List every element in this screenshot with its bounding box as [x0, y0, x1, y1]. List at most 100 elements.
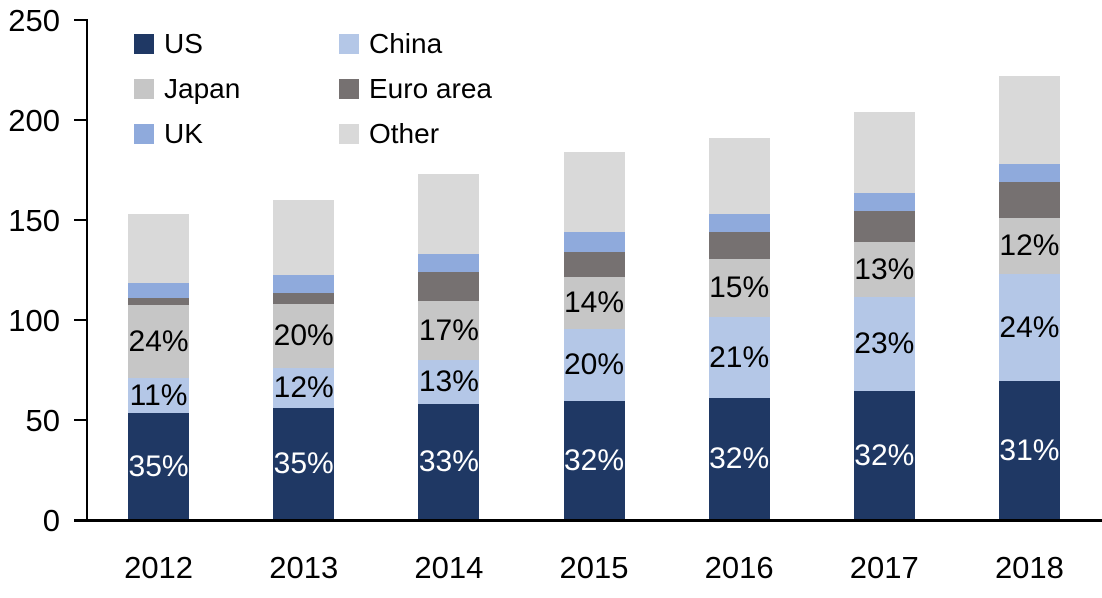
y-axis-tick-label: 150	[8, 203, 60, 238]
segment-label: 35%	[128, 449, 189, 483]
segment-label: 13%	[418, 365, 479, 398]
bar-segment-uk-2013	[273, 275, 335, 293]
x-axis-tick-label: 2013	[269, 550, 339, 585]
legend-swatch	[339, 34, 359, 54]
bar-segment-us-2018	[998, 381, 1060, 520]
legend-swatch	[134, 124, 154, 144]
x-axis-tick-label: 2016	[704, 550, 774, 585]
bar-segment-japan-2018	[998, 218, 1060, 274]
legend-swatch	[134, 79, 154, 99]
bar-segment-other-2016	[708, 138, 770, 214]
bar-segment-china-2013	[273, 368, 335, 408]
segment-label: 14%	[563, 286, 625, 319]
bar-segment-us-2017	[853, 391, 915, 520]
x-axis-line	[74, 519, 1102, 522]
y-axis-tick-label: 100	[8, 303, 60, 338]
segment-label: 32%	[563, 443, 625, 477]
legend-label: US	[164, 28, 203, 59]
segment-label: 31%	[999, 433, 1060, 467]
legend: US China Japan Euro area UK Other	[0, 0, 1102, 170]
segment-label: 13%	[854, 252, 915, 286]
y-axis-tick-label: 50	[25, 403, 60, 438]
segment-label: 24%	[128, 324, 189, 358]
bar-segment-japan-2012	[128, 305, 190, 378]
bar-segment-other-2017	[853, 112, 915, 193]
segment-label: 24%	[999, 310, 1060, 344]
bar-segment-uk-2015	[563, 232, 625, 252]
legend-swatch	[134, 34, 154, 54]
y-axis-tick-label: 250	[8, 3, 60, 38]
y-axis-tick	[74, 119, 86, 121]
segment-label: 17%	[418, 313, 479, 347]
bar-segment-us-2015	[563, 401, 625, 520]
bar-segment-euro-area-2018	[998, 182, 1060, 218]
bar-segment-other-2014	[418, 174, 480, 254]
bar-segment-us-2012	[128, 413, 190, 520]
segment-label: 11%	[129, 378, 188, 412]
legend-swatch	[339, 124, 359, 144]
bar-segment-japan-2013	[273, 304, 335, 368]
bar-segment-china-2016	[708, 317, 770, 398]
x-axis-tick-label: 2015	[559, 550, 629, 585]
bar-segment-china-2014	[418, 360, 480, 404]
bar-segment-other-2018	[998, 76, 1060, 164]
legend-label: Japan	[164, 73, 241, 104]
bar-segment-china-2012	[128, 378, 190, 413]
legend-label: Euro area	[369, 73, 492, 104]
segment-label: 20%	[563, 348, 625, 381]
legend-item-us: US	[134, 30, 203, 58]
bar-segment-china-2018	[998, 274, 1060, 381]
y-axis-tick	[74, 419, 86, 421]
legend-swatch	[339, 79, 359, 99]
y-axis-line	[86, 19, 88, 520]
legend-label: China	[369, 28, 443, 59]
bar-segment-china-2017	[853, 297, 915, 391]
bar-segment-japan-2016	[708, 259, 770, 317]
bar-segment-other-2015	[563, 152, 625, 232]
legend-item-japan: Japan	[134, 75, 240, 103]
legend-item-uk: UK	[134, 120, 203, 148]
x-axis-tick-label: 2012	[124, 550, 194, 585]
bar-segment-other-2012	[128, 214, 190, 283]
bar-segment-uk-2012	[128, 283, 190, 298]
y-axis-tick-label: 200	[8, 103, 60, 138]
bar-segment-euro-area-2017	[853, 211, 915, 242]
bar-segment-japan-2017	[853, 242, 915, 297]
segment-label: 12%	[273, 371, 334, 404]
bar-segment-japan-2015	[563, 277, 625, 329]
bar-segment-euro-area-2013	[273, 293, 335, 304]
bar-segment-japan-2014	[418, 301, 480, 360]
x-axis-tick-label: 2017	[849, 550, 919, 585]
bar-segment-euro-area-2012	[128, 298, 190, 305]
bar-segment-euro-area-2015	[563, 252, 625, 277]
x-axis-tick-label: 2018	[994, 550, 1064, 585]
x-axis-tick-label: 2014	[414, 550, 484, 585]
segment-label: 15%	[709, 271, 770, 304]
legend-label: UK	[164, 118, 203, 149]
bar-segment-euro-area-2016	[708, 232, 770, 259]
y-axis-tick-label: 0	[42, 503, 60, 538]
segment-label: 32%	[854, 438, 915, 472]
bar-segment-us-2016	[708, 398, 770, 520]
segment-label: 12%	[999, 229, 1060, 262]
segment-label: 35%	[273, 447, 334, 480]
y-axis-tick	[74, 319, 86, 321]
legend-item-china: China	[339, 30, 442, 58]
legend-item-other: Other	[339, 120, 439, 148]
y-axis-tick	[74, 219, 86, 221]
bar-segment-china-2015	[563, 329, 625, 401]
segment-label: 23%	[854, 327, 915, 360]
legend-label: Other	[369, 118, 440, 149]
legend-item-euro-area: Euro area	[339, 75, 492, 103]
bar-segment-uk-2017	[853, 193, 915, 211]
bar-segment-uk-2016	[708, 214, 770, 232]
y-axis-tick	[74, 19, 86, 21]
bar-segment-uk-2014	[418, 254, 480, 272]
bar-segment-us-2013	[273, 408, 335, 520]
segment-label: 32%	[709, 442, 770, 475]
segment-label: 20%	[273, 319, 334, 352]
segment-label: 21%	[709, 340, 770, 374]
bar-segment-euro-area-2014	[418, 272, 480, 301]
